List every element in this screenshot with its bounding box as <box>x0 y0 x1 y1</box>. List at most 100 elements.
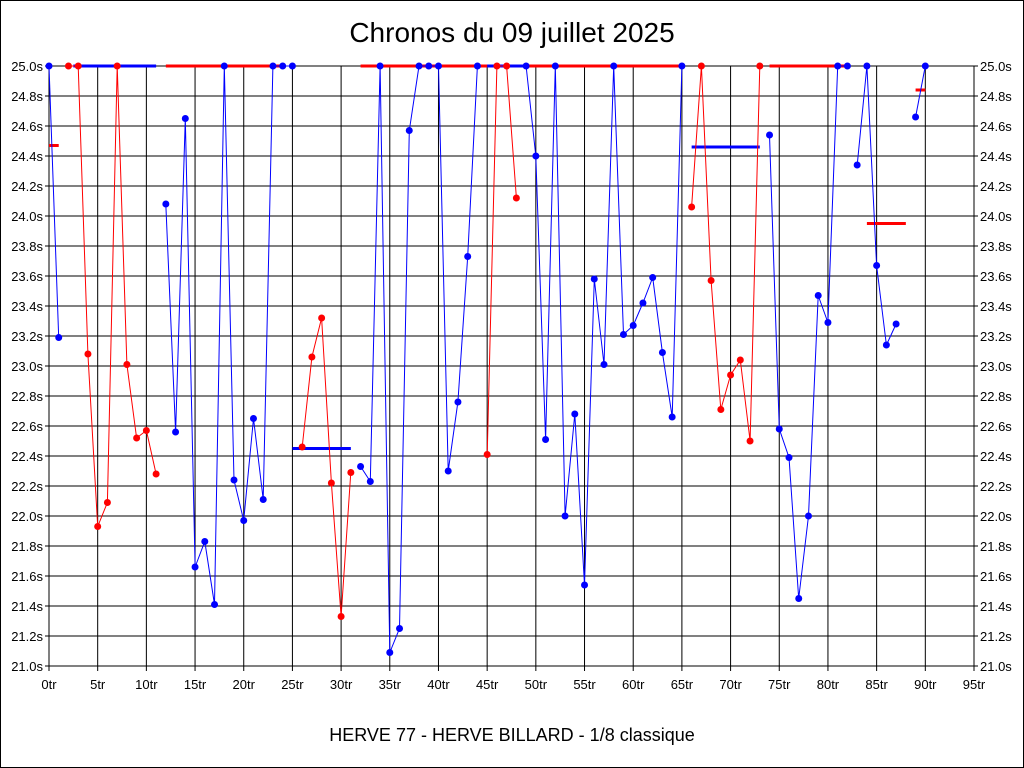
x-tick-label: 5tr <box>90 677 106 692</box>
data-point <box>211 601 219 608</box>
data-point <box>318 314 326 322</box>
y-tick-label-right: 22.4s <box>980 449 1012 464</box>
y-tick-label-right: 21.6s <box>980 569 1012 584</box>
y-tick-label-left: 22.4s <box>11 449 43 464</box>
chart-title: Chronos du 09 juillet 2025 <box>349 17 675 48</box>
data-point <box>571 410 579 418</box>
y-tick-label-right: 23.2s <box>980 329 1012 344</box>
data-point <box>483 451 491 458</box>
series-blue <box>853 62 900 349</box>
x-tick-label: 40tr <box>427 677 450 692</box>
data-point <box>873 262 881 269</box>
data-point <box>775 425 783 433</box>
data-point <box>892 320 900 328</box>
data-point <box>795 595 803 602</box>
data-point <box>327 479 335 487</box>
data-point <box>386 649 394 656</box>
axis-labels: 0tr 5tr 10tr 15tr 20tr 25tr 30tr 35tr 40tr 45tr 50… <box>11 59 1012 692</box>
data-point <box>766 131 774 139</box>
y-tick-label-right: 22.8s <box>980 389 1012 404</box>
series-red <box>298 314 355 620</box>
y-tick-label-left: 21.8s <box>11 539 43 554</box>
y-tick-label-right: 24.4s <box>980 149 1012 164</box>
y-tick-label-left: 24.0s <box>11 209 43 224</box>
data-point <box>172 428 180 436</box>
data-point <box>921 62 929 70</box>
data-point <box>853 161 861 169</box>
y-tick-label-right: 24.8s <box>980 89 1012 104</box>
data-point <box>727 371 735 379</box>
data-point <box>688 203 696 211</box>
y-tick-label-right: 23.6s <box>980 269 1012 284</box>
y-tick-label-right: 22.0s <box>980 509 1012 524</box>
data-point <box>843 62 851 70</box>
data-point <box>717 406 725 413</box>
data-point <box>668 413 676 421</box>
data-point <box>357 463 365 470</box>
series-blue <box>912 62 929 121</box>
data-point <box>658 349 666 356</box>
y-tick-label-right: 21.2s <box>980 629 1012 644</box>
series-line <box>691 65 761 442</box>
data-point <box>863 62 871 70</box>
data-point <box>396 625 404 632</box>
data-point <box>434 62 442 70</box>
data-point <box>464 253 472 260</box>
data-point <box>259 496 267 503</box>
x-tick-label: 95tr <box>963 677 986 692</box>
series-red <box>64 62 160 530</box>
y-tick-label-left: 23.4s <box>11 299 43 314</box>
data-point <box>834 62 842 70</box>
data-point <box>405 127 413 134</box>
data-point <box>785 454 793 461</box>
data-point <box>103 499 111 506</box>
y-tick-label-left: 21.0s <box>11 659 43 674</box>
series-blue <box>162 62 296 608</box>
data-point <box>308 353 316 361</box>
x-tick-label: 55tr <box>573 677 596 692</box>
data-point <box>697 62 705 70</box>
data-point <box>600 361 608 368</box>
y-tick-label-right: 21.0s <box>980 659 1012 674</box>
x-tick-label: 45tr <box>476 677 499 692</box>
y-tick-label-right: 23.8s <box>980 239 1012 254</box>
data-point <box>814 292 822 299</box>
x-tick-label: 70tr <box>719 677 742 692</box>
series-blue <box>45 62 63 341</box>
data-point <box>707 277 715 284</box>
x-tick-label: 85tr <box>865 677 888 692</box>
data-point <box>610 62 618 70</box>
series-blue <box>522 62 686 589</box>
data-point <box>133 434 141 442</box>
y-tick-label-right: 25.0s <box>980 59 1012 74</box>
data-point <box>639 299 647 307</box>
data-point <box>746 437 754 445</box>
data-point <box>590 275 598 283</box>
data-point <box>425 62 433 70</box>
data-point <box>152 470 160 478</box>
y-tick-label-left: 24.2s <box>11 179 43 194</box>
data-point <box>619 331 627 338</box>
data-point <box>142 427 150 434</box>
x-tick-label: 80tr <box>817 677 840 692</box>
y-tick-label-left: 23.8s <box>11 239 43 254</box>
data-point <box>912 113 920 121</box>
y-tick-label-right: 22.2s <box>980 479 1012 494</box>
data-point <box>347 469 355 476</box>
data-point <box>454 398 462 406</box>
data-point <box>201 538 209 545</box>
data-point <box>551 62 559 70</box>
x-tick-label: 50tr <box>525 677 548 692</box>
y-tick-label-left: 24.4s <box>11 149 43 164</box>
y-tick-label-left: 23.0s <box>11 359 43 374</box>
x-tick-label: 0tr <box>41 677 57 692</box>
x-tick-label: 30tr <box>330 677 353 692</box>
series-red <box>483 62 520 458</box>
data-point <box>493 62 501 70</box>
data-point <box>74 62 82 70</box>
y-tick-label-right: 21.8s <box>980 539 1012 554</box>
data-point <box>824 319 832 326</box>
data-point <box>882 341 890 349</box>
y-tick-label-left: 22.2s <box>11 479 43 494</box>
